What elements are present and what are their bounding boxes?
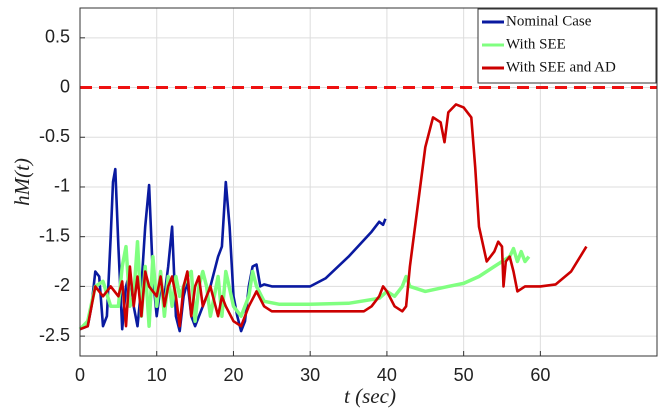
x-tick-label: 30 — [300, 365, 320, 385]
y-tick-label: -1.5 — [39, 225, 70, 245]
x-tick-label: 10 — [147, 365, 167, 385]
plot-border — [79, 7, 658, 357]
y-tick-label: 0.5 — [45, 27, 70, 47]
y-tick-label: -1 — [54, 176, 70, 196]
x-tick-label: 60 — [530, 365, 550, 385]
x-tick-label: 40 — [377, 365, 397, 385]
y-axis-label: hM(t) — [10, 158, 34, 206]
y-tick-label: -2 — [54, 275, 70, 295]
legend-box — [477, 8, 657, 84]
x-tick-label: 0 — [75, 365, 85, 385]
y-tick-label: 0 — [60, 76, 70, 96]
legend-label: With SEE and AD — [506, 59, 616, 75]
y-tick-label: -2.5 — [39, 325, 70, 345]
legend-label: With SEE — [506, 36, 566, 52]
x-tick-label: 20 — [223, 365, 243, 385]
series-line — [79, 103, 588, 331]
x-tick-label: 50 — [454, 365, 474, 385]
y-tick-label: -0.5 — [39, 126, 70, 146]
legend-label: Nominal Case — [506, 13, 592, 29]
x-axis-label: t (sec) — [344, 384, 396, 408]
